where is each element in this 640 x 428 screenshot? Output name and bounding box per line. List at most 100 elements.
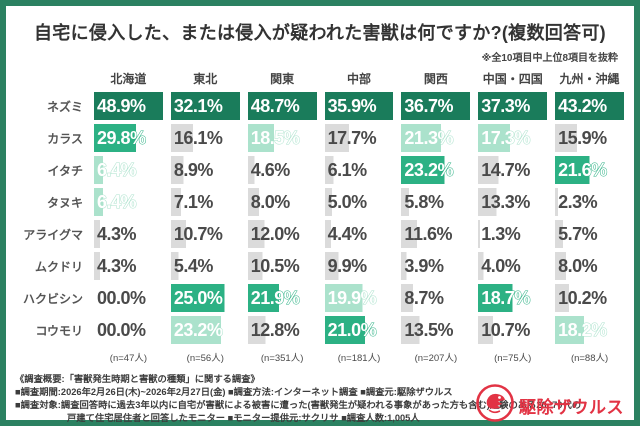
value-text: 13.5%: [404, 319, 453, 340]
value-cell-ハクビシン-関東: 21.9%: [247, 284, 317, 312]
value-text: 43.2%: [558, 95, 608, 116]
value-cell-アライグマ-関東: 12.0%: [247, 220, 317, 248]
value-text: 25.0%: [173, 287, 223, 308]
value-cell-カラス-中部: 17.7%: [324, 124, 394, 152]
survey-monitor-line: 戸建て住宅居住者と回答したモニター ■モニター提供元:サクリサ ■調査人数:1,…: [67, 413, 420, 423]
value-text: 23.2%: [173, 319, 223, 340]
value-cell-タヌキ-関東: 8.0%: [247, 188, 317, 216]
value-text: 36.7%: [404, 95, 454, 116]
value-cell-ムクドリ-関西: 3.9%: [401, 252, 471, 280]
region-column-header-3: 中部: [346, 72, 371, 86]
value-text: 1.3%: [481, 223, 521, 244]
value-cell-ハクビシン-中部: 19.9%: [324, 284, 394, 312]
survey-target-line: ■調査対象:調査回答時に過去3年以内に自宅が害獣による被害に遭った(害獣発生が疑…: [15, 400, 582, 410]
region-column-header-5: 中国・四国: [482, 72, 543, 86]
value-text: 4.3%: [97, 223, 137, 244]
value-text: 18.5%: [250, 127, 300, 148]
value-cell-タヌキ-北海道: 6.4%: [94, 188, 163, 216]
value-cell-ネズミ-関東: 48.7%: [247, 92, 317, 120]
value-text: 29.8%: [97, 127, 147, 148]
value-cell-カラス-九州・沖縄: 15.9%: [555, 124, 624, 152]
value-cell-カラス-関東: 18.5%: [247, 124, 317, 152]
value-cell-タヌキ-中部: 5.0%: [324, 188, 394, 216]
survey-period-line: ■調査期間:2026年2月26日(木)~2026年2月27日(金) ■調査方法:…: [15, 387, 453, 397]
value-cell-ムクドリ-中部: 9.9%: [324, 252, 394, 280]
value-cell-ムクドリ-関東: 10.5%: [247, 252, 317, 280]
value-text: 8.9%: [173, 159, 214, 180]
value-text: 00.0%: [97, 319, 146, 340]
value-cell-コウモリ-中部: 21.0%: [324, 316, 394, 344]
value-cell-イタチ-東北: 8.9%: [170, 156, 240, 184]
pest-row-label-3: タヌキ: [46, 195, 83, 210]
value-cell-コウモリ-中国・四国: 10.7%: [478, 316, 548, 344]
value-cell-ハクビシン-関西: 8.7%: [401, 284, 471, 312]
value-cell-カラス-関西: 21.3%: [401, 124, 471, 152]
value-text: 8.7%: [404, 287, 444, 308]
value-cell-アライグマ-中部: 4.4%: [324, 220, 394, 248]
sample-size-4: (n=207人): [414, 353, 458, 364]
region-column-header-6: 九州・沖縄: [559, 72, 620, 86]
value-text: 32.1%: [173, 95, 223, 116]
value-text: 10.7%: [173, 223, 223, 244]
value-text: 2.3%: [558, 191, 598, 212]
sample-size-1: (n=56人): [186, 353, 224, 364]
pest-row-label-2: イタチ: [47, 163, 83, 178]
region-column-header-1: 東北: [193, 72, 218, 86]
value-cell-ムクドリ-東北: 5.4%: [170, 252, 240, 280]
value-text: 8.0%: [558, 255, 598, 276]
value-text: 6.4%: [96, 159, 137, 180]
value-text: 48.7%: [250, 95, 300, 116]
value-text: 15.9%: [558, 127, 607, 148]
value-cell-ネズミ-関西: 36.7%: [401, 92, 471, 120]
sample-size-0: (n=47人): [109, 353, 148, 364]
excerpt-note: ※全10項目中上位8項目を抜粋: [481, 53, 618, 64]
value-text: 10.5%: [250, 255, 300, 276]
value-text: 12.0%: [250, 223, 300, 244]
value-text: 6.4%: [96, 191, 137, 212]
value-cell-アライグマ-中国・四国: 1.3%: [478, 220, 548, 248]
value-text: 11.6%: [404, 223, 452, 244]
value-text: 5.0%: [327, 191, 368, 212]
value-text: 16.1%: [173, 127, 223, 148]
pest-row-label-6: ハクビシン: [22, 291, 83, 306]
value-cell-カラス-北海道: 29.8%: [94, 124, 163, 152]
sample-size-5: (n=75人): [494, 353, 532, 364]
pest-row-label-7: コウモリ: [35, 323, 83, 338]
value-text: 4.6%: [250, 159, 291, 180]
sample-row-spacer: [14, 348, 86, 364]
value-cell-イタチ-中部: 6.1%: [324, 156, 394, 184]
value-cell-イタチ-北海道: 6.4%: [94, 156, 163, 184]
value-text: 48.9%: [97, 95, 147, 116]
value-text: 21.9%: [250, 287, 300, 308]
dinosaur-mascot-icon: [475, 383, 515, 428]
value-cell-ネズミ-東北: 32.1%: [170, 92, 240, 120]
sample-size-6: (n=88人): [570, 353, 609, 364]
region-column-header-4: 関西: [423, 72, 448, 86]
sample-size-3: (n=181人): [337, 353, 381, 364]
value-cell-ムクドリ-九州・沖縄: 8.0%: [555, 252, 624, 280]
value-text: 21.0%: [327, 319, 377, 340]
survey-footer: 《調査概要:「害獣発生時期と害獣の種類」に関する調査》 ■調査期間:2026年2…: [15, 373, 624, 425]
value-cell-コウモリ-北海道: 00.0%: [94, 316, 163, 344]
value-cell-タヌキ-九州・沖縄: 2.3%: [555, 188, 624, 216]
value-text: 21.3%: [404, 127, 454, 148]
value-cell-イタチ-中国・四国: 14.7%: [478, 156, 548, 184]
value-cell-ハクビシン-北海道: 00.0%: [94, 284, 163, 312]
value-cell-カラス-中国・四国: 17.3%: [478, 124, 548, 152]
value-cell-ハクビシン-東北: 25.0%: [170, 284, 240, 312]
value-cell-カラス-東北: 16.1%: [170, 124, 240, 152]
value-cell-タヌキ-東北: 7.1%: [170, 188, 240, 216]
company-logo: 駆除ザウルス: [475, 383, 624, 428]
value-text: 12.8%: [250, 319, 300, 340]
value-cell-コウモリ-関西: 13.5%: [401, 316, 471, 344]
value-text: 13.3%: [481, 191, 530, 212]
value-text: 18.2%: [558, 319, 608, 340]
value-cell-コウモリ-東北: 23.2%: [170, 316, 240, 344]
value-cell-ハクビシン-九州・沖縄: 10.2%: [555, 284, 624, 312]
value-cell-コウモリ-関東: 12.8%: [247, 316, 317, 344]
value-cell-アライグマ-東北: 10.7%: [170, 220, 240, 248]
pest-row-label-0: ネズミ: [46, 99, 83, 114]
value-cell-タヌキ-関西: 5.8%: [401, 188, 471, 216]
value-cell-コウモリ-九州・沖縄: 18.2%: [555, 316, 624, 344]
value-text: 4.0%: [481, 255, 521, 276]
